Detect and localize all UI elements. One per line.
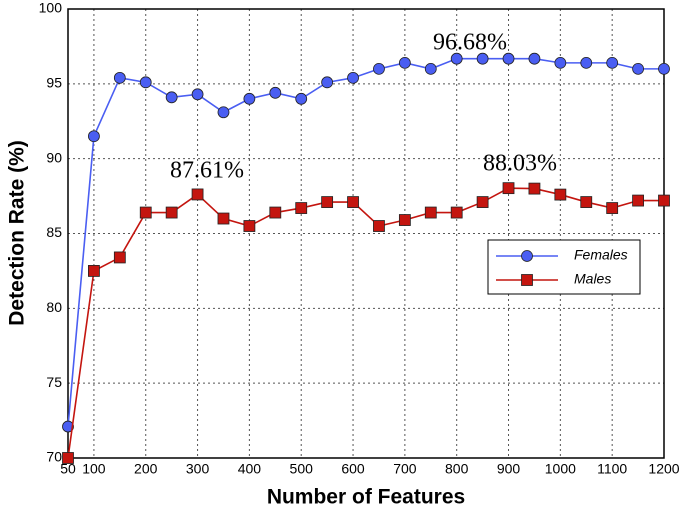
- x-tick-label: 1100: [597, 461, 627, 477]
- marker: [113, 71, 126, 84]
- marker: [165, 91, 178, 104]
- y-tick-label: 75: [46, 374, 62, 390]
- marker: [632, 62, 644, 75]
- marker: [606, 56, 619, 69]
- y-tick-label: 95: [46, 75, 62, 91]
- x-tick-label: 1000: [545, 461, 576, 477]
- y-tick-label: 100: [39, 0, 63, 16]
- marker: [347, 71, 359, 84]
- marker: [398, 214, 411, 226]
- marker: [217, 106, 230, 119]
- marker: [139, 206, 152, 219]
- y-tick-label: 80: [46, 299, 62, 315]
- marker: [528, 52, 541, 65]
- legend-box: [487, 239, 641, 295]
- marker: [243, 92, 256, 105]
- marker: [476, 52, 489, 65]
- x-tick-label: 400: [238, 461, 262, 477]
- annotation: 87.61%: [170, 158, 244, 184]
- x-tick-label: 500: [290, 461, 314, 477]
- x-tick-label: 100: [82, 461, 106, 477]
- plot-frame: [67, 8, 665, 459]
- marker: [269, 86, 282, 99]
- y-tick-label: 85: [46, 224, 62, 240]
- y-tick-label: 90: [46, 149, 62, 165]
- marker: [658, 62, 670, 75]
- x-tick-label: 700: [393, 461, 417, 477]
- marker: [424, 206, 437, 219]
- marker: [295, 202, 308, 214]
- marker: [398, 56, 411, 69]
- marker: [554, 56, 567, 69]
- x-tick-label: 600: [341, 461, 365, 477]
- marker: [476, 196, 489, 208]
- x-tick-label: 300: [186, 461, 210, 477]
- x-tick-label: 900: [497, 461, 521, 477]
- marker: [450, 206, 463, 219]
- marker: [450, 52, 463, 65]
- marker: [113, 251, 126, 264]
- marker: [217, 212, 230, 225]
- marker: [658, 194, 670, 207]
- marker: [321, 76, 334, 89]
- marker: [243, 220, 256, 232]
- legend-label: Females: [574, 247, 628, 263]
- marker: [373, 62, 385, 75]
- marker: [269, 206, 282, 219]
- marker: [373, 220, 385, 232]
- marker: [502, 52, 515, 65]
- legend-label: Males: [574, 271, 611, 287]
- marker: [580, 196, 593, 208]
- x-axis-label: Number of Features: [267, 486, 465, 509]
- marker: [580, 56, 593, 69]
- y-tick-label: 70: [46, 449, 62, 465]
- marker: [424, 62, 437, 75]
- legend-marker: [521, 250, 533, 262]
- legend-marker: [521, 274, 533, 286]
- marker: [88, 130, 100, 143]
- marker: [191, 188, 204, 201]
- marker: [88, 265, 100, 277]
- annotation: 88.03%: [483, 151, 557, 177]
- marker: [347, 196, 359, 208]
- y-axis-label: Detection Rate (%): [6, 140, 29, 326]
- annotation: 96.68%: [433, 30, 507, 56]
- x-tick-label: 1200: [648, 461, 679, 477]
- marker: [62, 452, 74, 464]
- marker: [632, 194, 644, 207]
- marker: [62, 420, 74, 433]
- x-tick-label: 50: [60, 461, 76, 477]
- marker: [606, 202, 619, 214]
- marker: [554, 188, 567, 201]
- marker: [165, 206, 178, 219]
- marker: [321, 196, 334, 208]
- marker: [191, 88, 204, 101]
- marker: [295, 92, 308, 105]
- x-tick-label: 800: [445, 461, 469, 477]
- x-tick-label: 200: [134, 461, 158, 477]
- marker: [139, 76, 152, 89]
- marker: [502, 182, 515, 195]
- marker: [528, 182, 541, 195]
